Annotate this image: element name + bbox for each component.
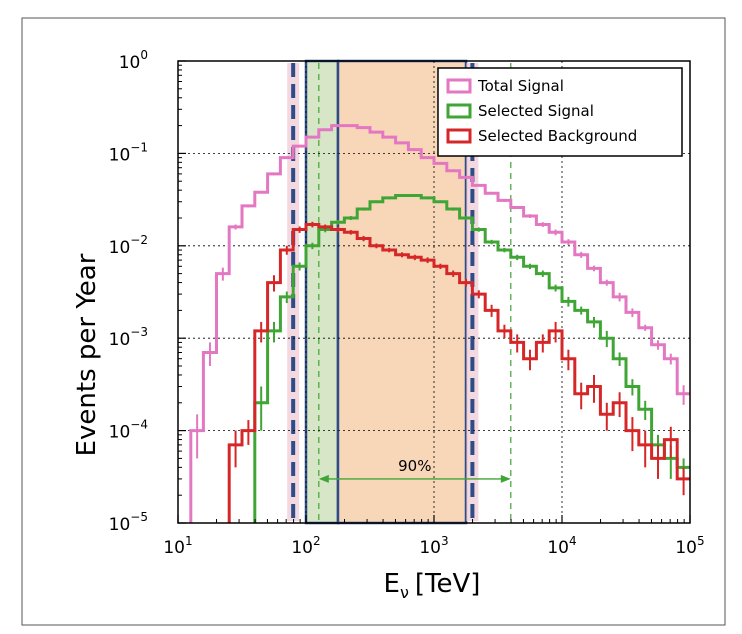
y-tick-label-1: 10−1 xyxy=(109,140,148,165)
y-axis-title: Events per Year xyxy=(72,253,102,456)
series-layer xyxy=(189,124,690,523)
legend: Total Signal Selected Signal Selected Ba… xyxy=(437,67,683,157)
legend-entry-selected-signal: Selected Signal xyxy=(446,102,594,120)
series-line-selected-background xyxy=(227,223,690,523)
span-arrow-head-left xyxy=(318,474,329,483)
y-tick-label-2: 10−2 xyxy=(109,233,148,258)
annotation-layer: 90% xyxy=(318,457,511,483)
legend-swatch-selected-background xyxy=(446,128,472,144)
series-selected-signal xyxy=(253,194,690,523)
legend-label-selected-signal: Selected Signal xyxy=(478,102,594,120)
x-axis-title-unit: [TeV] xyxy=(415,569,481,599)
x-tick-label-3: 104 xyxy=(547,534,576,558)
legend-label-total-signal: Total Signal xyxy=(477,77,564,95)
legend-entry-total-signal: Total Signal xyxy=(446,77,564,95)
x-tick-label-1: 102 xyxy=(291,534,320,558)
series-selected-background xyxy=(227,221,690,523)
series-total-signal xyxy=(189,124,690,523)
span-arrow-head-right xyxy=(500,474,511,483)
legend-swatch-total-signal xyxy=(446,78,472,94)
legend-swatch-selected-signal xyxy=(446,103,472,119)
x-axis-title-symbol: E xyxy=(384,569,400,599)
legend-label-selected-background: Selected Background xyxy=(478,127,637,145)
y-tick-label-5: 10−5 xyxy=(109,510,148,535)
series-line-selected-signal xyxy=(253,194,690,523)
x-tick-label-4: 105 xyxy=(675,534,704,558)
span-annotation-label: 90% xyxy=(398,457,431,475)
y-tick-label-0: 100 xyxy=(119,48,148,73)
x-tick-label-2: 103 xyxy=(419,534,448,558)
legend-box xyxy=(437,67,683,157)
y-tick-label-4: 10−4 xyxy=(109,418,148,443)
tick-layer: 101 102 103 104 105 100 10−1 10−2 10−3 10−4 10−5 xyxy=(109,48,705,558)
y-tick-label-3: 10−3 xyxy=(109,325,148,350)
x-tick-label-0: 101 xyxy=(163,534,192,558)
legend-entry-selected-background: Selected Background xyxy=(446,127,637,145)
x-axis-title-subscript: ν xyxy=(400,583,409,602)
x-axis-title: Eν [TeV] xyxy=(384,569,481,602)
